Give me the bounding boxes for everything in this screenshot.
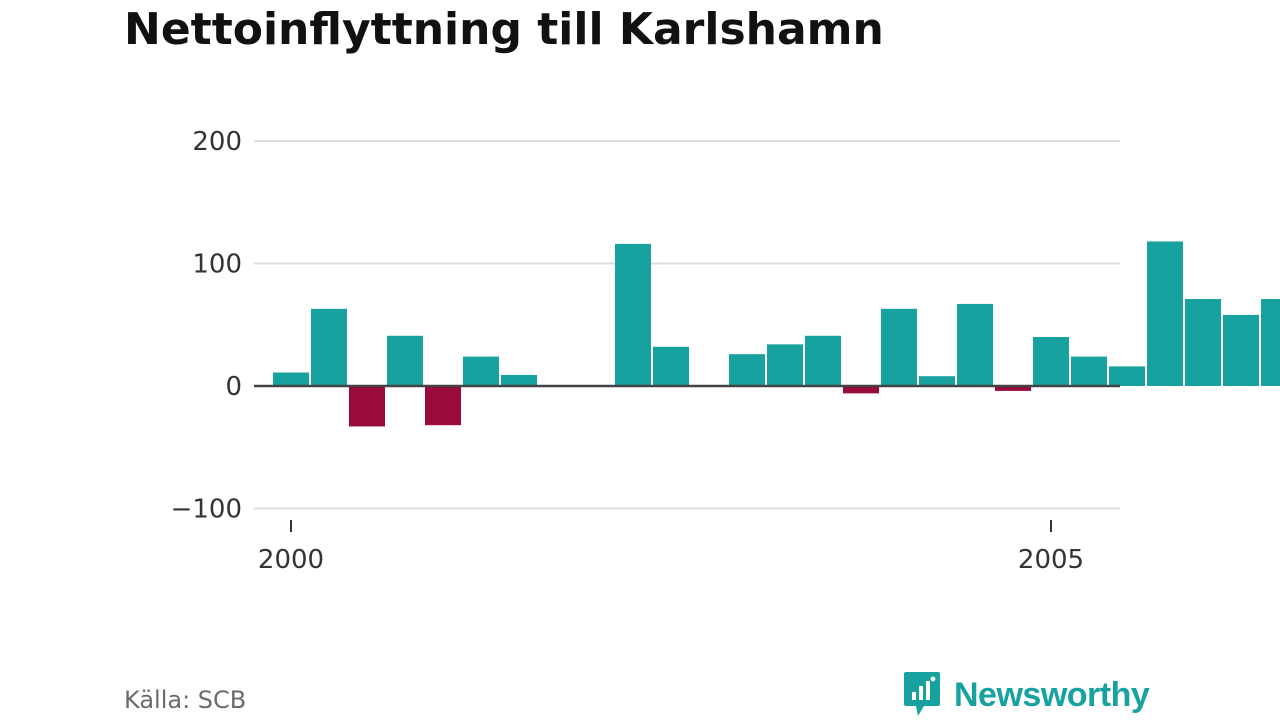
bar (1185, 299, 1221, 386)
source-note: Källa: SCB (124, 686, 247, 714)
y-tick-label: 0 (225, 372, 242, 402)
bar (463, 356, 499, 386)
bar (881, 308, 917, 386)
bars (273, 241, 1280, 427)
bar (1071, 356, 1107, 386)
bar (729, 354, 765, 386)
bar (311, 308, 347, 386)
bar (501, 374, 537, 387)
x-tick-label: 2005 (1018, 545, 1084, 575)
bar (1223, 314, 1259, 386)
bar (995, 386, 1031, 391)
bar (387, 335, 423, 386)
bar (653, 346, 689, 386)
bar (1033, 337, 1069, 386)
x-axis: 200020052010201520202025 (258, 520, 1084, 575)
y-tick-label: 200 (192, 127, 242, 157)
bar (1261, 299, 1280, 386)
bar (273, 372, 309, 386)
y-tick-label: 100 (192, 250, 242, 280)
bar (615, 243, 651, 386)
x-tick-label: 2000 (258, 545, 324, 575)
bar (919, 376, 955, 386)
y-axis: 200 100 0 −100 (171, 127, 242, 525)
y-tick-label: −100 (171, 495, 242, 525)
bar (1147, 241, 1183, 386)
bar (843, 386, 879, 394)
bar (767, 344, 803, 386)
gridlines (254, 140, 1120, 510)
bar (805, 335, 841, 386)
newsworthy-logo[interactable]: Newsworthy (902, 670, 1150, 720)
bar (349, 386, 385, 427)
chart-title: Nettoinflyttning till Karlshamn (124, 4, 884, 55)
bar (425, 386, 461, 426)
brand-name: Newsworthy (954, 675, 1150, 714)
bar (1109, 366, 1145, 386)
newsworthy-logo-icon (904, 672, 940, 716)
bar (957, 303, 993, 387)
